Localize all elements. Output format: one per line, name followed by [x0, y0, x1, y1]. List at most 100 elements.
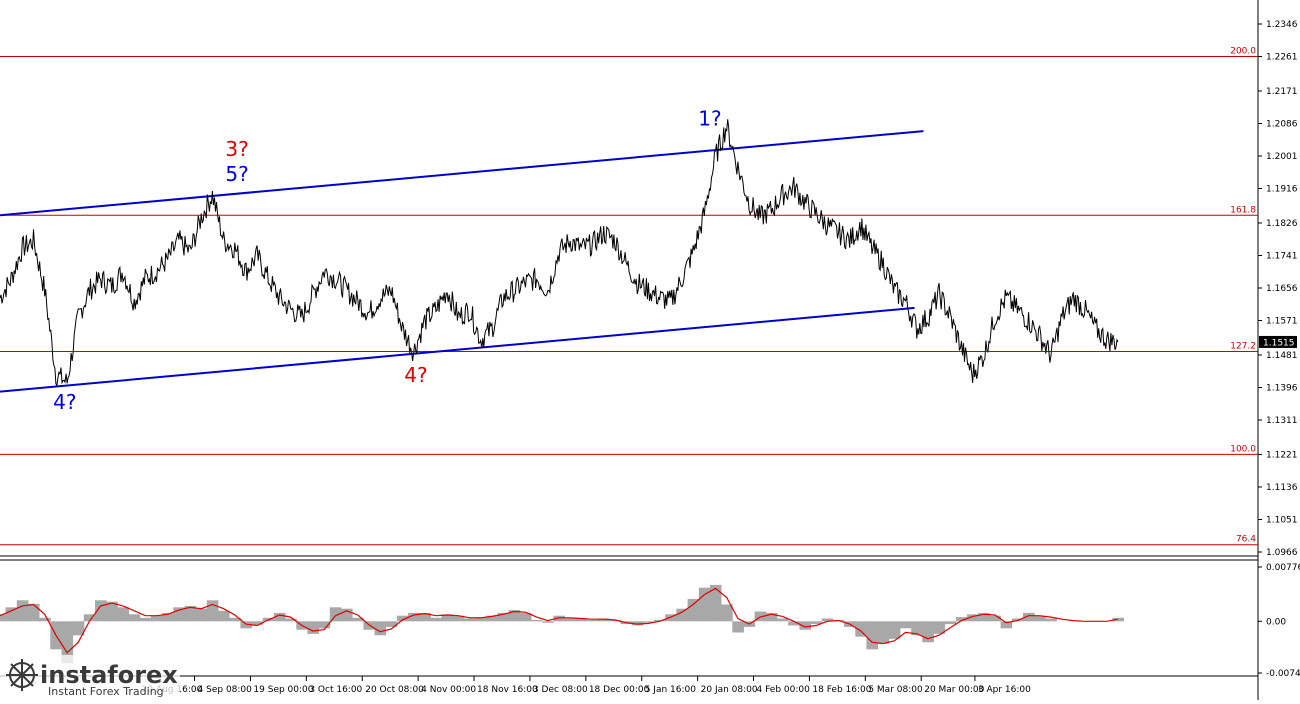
price-axis-label: 1.2001	[1266, 152, 1298, 162]
macd-signal-line	[0, 587, 1119, 654]
macd-histogram-bar	[855, 621, 867, 637]
macd-histogram-bar	[1045, 618, 1057, 622]
time-axis-label: 20 Oct 08:00	[365, 685, 424, 695]
price-axis-label: 1.1311	[1266, 416, 1298, 426]
time-axis-label: 3 Apr 16:00	[978, 685, 1031, 695]
macd-histogram-bar	[195, 608, 208, 622]
watermark-backdrop	[0, 655, 180, 700]
wave-label: 4?	[404, 363, 427, 387]
macd-histogram-bar	[564, 617, 577, 622]
trend-channel	[0, 130, 924, 393]
macd-histogram-bar	[27, 603, 40, 622]
macd-histogram-bar	[586, 619, 599, 622]
macd-histogram-bar	[150, 615, 163, 622]
fibonacci-levels: 200.0 161.8 127.2 100.0 76.4	[0, 47, 1258, 546]
macd-histogram-bar	[16, 600, 29, 622]
macd-histogram-bar	[475, 617, 487, 622]
macd-histogram-bar	[698, 587, 711, 622]
macd-histogram-bar	[240, 621, 252, 629]
macd-histogram-bar	[329, 607, 342, 622]
macd-histogram-bar	[967, 614, 979, 622]
time-axis-label: 4 Nov 00:00	[421, 685, 476, 695]
macd-histogram-bar	[542, 621, 554, 623]
macd-histogram-bar	[1023, 612, 1035, 622]
macd-histogram-bar	[1112, 617, 1124, 622]
channel-line-upper	[0, 130, 924, 217]
wave-label: 1?	[698, 106, 721, 130]
macd-histogram-bar	[609, 619, 621, 622]
price-axis-label: 1.1481	[1266, 351, 1298, 361]
time-axis-label: 5 Mar 08:00	[868, 685, 923, 695]
macd-histogram-bar	[72, 621, 85, 636]
indicator-axis-label: 0.00776	[1266, 563, 1300, 573]
time-axis-label: 3 Oct 16:00	[309, 685, 362, 695]
macd-histogram-bar	[352, 617, 364, 622]
price-axis-label: 1.1916	[1266, 185, 1298, 195]
macd-histogram-bar	[307, 621, 319, 634]
macd-histogram-bar	[732, 621, 744, 633]
watermark-brand: instaforex	[40, 661, 178, 689]
macd-histogram-bar	[106, 601, 118, 622]
macd-histogram-bar	[519, 612, 532, 622]
wave-label: 4?	[53, 390, 76, 414]
price-axis-label: 1.0966	[1266, 548, 1298, 558]
wave-label: 5?	[225, 162, 248, 186]
price-axis-label: 1.1741	[1266, 251, 1298, 261]
channel-line-lower	[0, 306, 915, 393]
macd-histogram-bar	[989, 615, 1001, 622]
macd-histogram-bar	[754, 611, 767, 622]
macd-histogram-bar	[139, 617, 152, 622]
macd-histogram-bar	[911, 621, 923, 636]
price-axis-label: 1.1136	[1266, 483, 1298, 493]
wave-label: 3?	[225, 137, 248, 161]
macd-histogram-bar	[799, 621, 811, 630]
fib-level-label: 127.2	[1230, 342, 1256, 352]
indicator-axis-label: 0.00	[1266, 617, 1286, 627]
macd-histogram-bar	[341, 608, 353, 622]
macd-histogram-bar	[642, 621, 655, 623]
macd-histogram-bar	[866, 621, 878, 650]
price-axis-label: 1.2086	[1266, 119, 1298, 129]
macd-histogram-bar	[374, 621, 387, 636]
price-axis-label: 1.1221	[1266, 450, 1298, 460]
macd-histogram-bar	[821, 618, 834, 622]
current-price-label: 1.1515	[1263, 338, 1295, 348]
macd-histogram-bar	[206, 600, 219, 622]
price-axis: 1.2346 1.2261 1.2171 1.2086 1.2001 1.1916 1.18…	[1258, 20, 1298, 558]
macd-histogram-bar	[61, 621, 74, 664]
price-axis-label: 1.1396	[1266, 383, 1298, 393]
macd-histogram-bar	[508, 610, 521, 622]
macd-histogram-bar	[452, 615, 465, 622]
macd-histogram-bar	[396, 615, 409, 622]
macd-histogram-bar	[95, 600, 107, 622]
macd-histogram-bar	[117, 607, 129, 622]
macd-histogram-bar	[83, 614, 96, 622]
macd-histogram-bar	[900, 621, 912, 629]
time-axis-label: 5 Jan 16:00	[645, 685, 697, 695]
price-line	[0, 119, 1119, 387]
macd-histogram-bar	[486, 615, 498, 622]
macd-histogram-bar	[687, 598, 700, 622]
macd-histogram-bar	[430, 617, 442, 622]
fib-level-label: 76.4	[1236, 535, 1256, 545]
instaforex-watermark: instaforex Instant Forex Trading	[0, 655, 180, 700]
macd-histogram-bar	[877, 621, 890, 644]
macd-histogram-bar	[955, 617, 968, 622]
price-axis-label: 1.1656	[1266, 284, 1298, 294]
macd-histogram-bar	[676, 608, 688, 622]
macd-histogram-bar	[5, 607, 18, 622]
macd-histogram-bar	[721, 604, 733, 622]
macd-histogram-bar	[888, 621, 901, 639]
fib-level-label: 100.0	[1230, 444, 1256, 454]
time-axis-label: 20 Mar 00:00	[924, 685, 984, 695]
macd-histogram-bar	[665, 614, 677, 622]
price-axis-label: 1.2171	[1266, 87, 1298, 97]
watermark-tagline: Instant Forex Trading	[48, 685, 164, 698]
macd-histogram-bar	[184, 605, 197, 622]
macd-histogram-bar	[173, 607, 185, 622]
macd-histogram-bar	[978, 612, 990, 622]
time-axis-label: 4 Feb 00:00	[757, 685, 811, 695]
